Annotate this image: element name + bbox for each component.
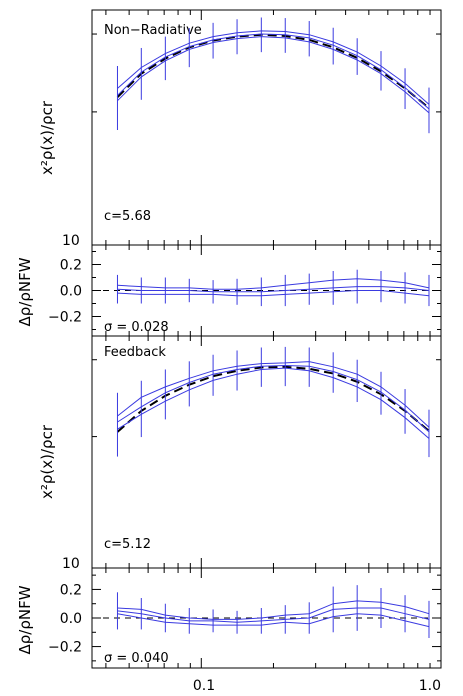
panel-1-profile-center-line: [117, 33, 430, 110]
panel-3-annotation: c=5.12: [104, 537, 151, 552]
panel-4-ytick-label: −0.2: [48, 640, 82, 656]
panel-3-title: Feedback: [104, 345, 166, 360]
panel-3-ylabel: x²ρ(x)/ρcr: [38, 424, 56, 499]
panel-4-ytick-label: 0.0: [60, 611, 82, 627]
panel-3-profile-upper-line: [117, 361, 430, 428]
panel-2-ylabel: Δρ/ρNFW: [16, 257, 34, 326]
panel-2-ytick-label: 0.2: [60, 258, 82, 274]
panel-4-profile-center-line: [117, 607, 430, 623]
xtick-label-0: 0.1: [193, 678, 215, 694]
panel-4-ylabel: Δρ/ρNFW: [16, 585, 34, 654]
xtick-label-1: 1.0: [419, 678, 441, 694]
panel-2-profile-lower-line: [117, 290, 430, 297]
panel-3-frame: [91, 335, 442, 569]
panel-4-ytick-label: 0.2: [60, 582, 82, 598]
panel-4-profile-upper-line: [117, 600, 430, 620]
panel-1-ylabel: x²ρ(x)/ρcr: [38, 100, 56, 175]
panel-2-ytick-label: −0.2: [48, 310, 82, 326]
panel-3-ytick-label: 10: [62, 556, 80, 572]
panel-2-profile-upper-line: [117, 278, 430, 290]
panel-1-nfw-fit-line: [116, 33, 430, 109]
panel-1-annotation: c=5.68: [104, 209, 151, 224]
panel-3-nfw-fit-line: [116, 365, 430, 433]
panel-2-ytick-label: 0.0: [60, 284, 82, 300]
panel-2-annotation: σ = 0.028: [104, 320, 169, 335]
panel-4-profile-lower-line: [117, 613, 430, 628]
panel-2-profile-center-line: [117, 286, 430, 293]
panel-1-ytick-label: 10: [62, 233, 80, 249]
panel-1-title: Non−Radiative: [104, 23, 202, 38]
panel-3-profile-center-line: [117, 364, 430, 433]
panel-4-annotation: σ = 0.040: [104, 651, 169, 666]
panel-1-profile-lower-line: [117, 36, 430, 114]
panel-1-profile-upper-line: [117, 30, 430, 105]
panel-3-profile-lower-line: [117, 367, 430, 439]
chart-marks: −0.2 0.0 0.2 −0.2 0.0 0.2: [48, 10, 442, 668]
